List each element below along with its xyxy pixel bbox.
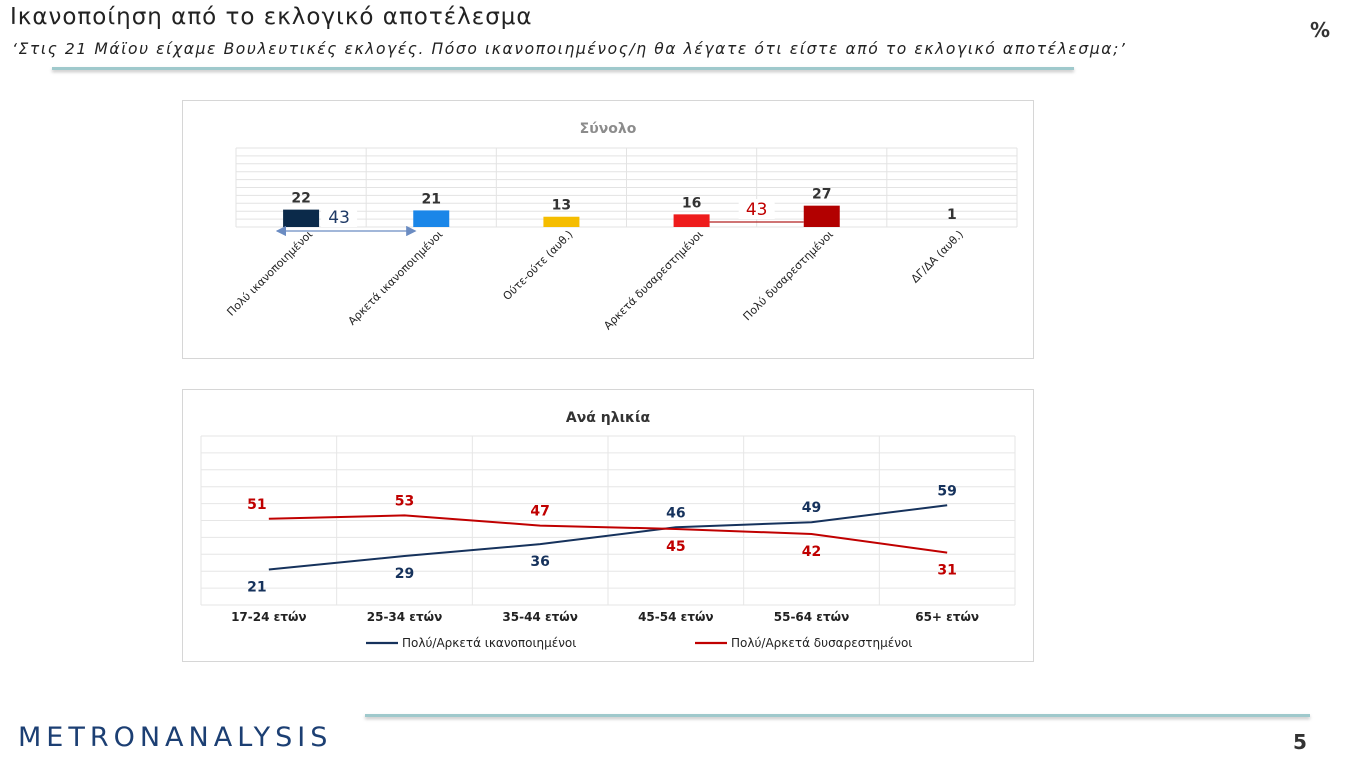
- data-label: 42: [802, 544, 821, 560]
- bar: [413, 210, 450, 227]
- unit-label: %: [1310, 18, 1331, 42]
- legend-label: Πολύ/Αρκετά δυσαρεστημένοι: [731, 636, 912, 650]
- bar-value-label: 16: [682, 195, 701, 211]
- satisfied-sum-label: 43: [328, 208, 350, 228]
- category-label: Πολύ δυσαρεστημένοι: [741, 228, 836, 323]
- page-subtitle: ‘Στις 21 Μάϊου είχαμε Βουλευτικές εκλογέ…: [12, 40, 1127, 58]
- series-line-1: [268, 504, 948, 571]
- bar-value-label: 21: [422, 191, 441, 207]
- category-label: Πολύ ικανοποιημένοι: [224, 228, 315, 319]
- bar: [803, 205, 840, 227]
- data-label: 53: [395, 493, 414, 509]
- chart-title: Σύνολο: [580, 121, 637, 137]
- title-divider: [52, 67, 1074, 70]
- bar-value-label: 27: [812, 187, 831, 203]
- bar-value-label: 13: [552, 198, 571, 214]
- series-line-2: [268, 514, 948, 554]
- x-tick-label: 17-24 ετών: [231, 610, 306, 624]
- x-tick-label: 55-64 ετών: [774, 610, 850, 624]
- category-label: ΔΓ/ΔΑ (αυθ.): [909, 228, 967, 286]
- data-label: 21: [247, 580, 266, 596]
- x-tick-label: 35-44 ετών: [502, 610, 577, 624]
- bar-value-label: 22: [291, 191, 310, 207]
- data-label: 31: [937, 563, 956, 579]
- chart-title: Ανά ηλικία: [566, 410, 651, 426]
- data-label: 45: [666, 539, 685, 555]
- total-bar-chart: Σύνολο 22 Πολύ ικανοποιημένοι 21 Αρκετά ικαν…: [182, 100, 1034, 359]
- satisfied-sum-bg: [321, 205, 358, 227]
- page-title: Ικανοποίηση από το εκλογικό αποτέλεσμα: [10, 4, 533, 30]
- footer-divider: [365, 714, 1310, 717]
- x-tick-label: 25-34 ετών: [367, 610, 443, 624]
- bar: [283, 209, 320, 227]
- data-label: 47: [530, 504, 549, 520]
- dissatisfied-sum-bg: [738, 199, 775, 219]
- legend-label: Πολύ/Αρκετά ικανοποιημένοι: [402, 636, 576, 650]
- data-label: 29: [395, 566, 414, 582]
- category-label: Αρκετά ικανοποιημένοι: [346, 228, 446, 328]
- data-label: 46: [666, 505, 685, 521]
- data-label: 36: [530, 554, 549, 570]
- bar-value-label: 1: [947, 207, 957, 223]
- brand-logo: METRONANALYSIS: [18, 722, 333, 753]
- data-label: 59: [937, 483, 956, 499]
- category-label: Ούτε-ούτε (αυθ.): [500, 228, 575, 303]
- bar: [673, 214, 710, 227]
- category-label: Αρκετά δυσαρεστημένοι: [601, 228, 706, 333]
- data-label: 49: [802, 500, 821, 516]
- age-line-chart-svg: Ανά ηλικία 17-24 ετών 25-34 ετών 35-44 ετών…: [200, 410, 1016, 650]
- bar: [543, 216, 580, 227]
- age-line-chart: Ανά ηλικία 17-24 ετών 25-34 ετών 35-44 ετών…: [182, 389, 1034, 662]
- x-tick-label: 65+ ετών: [915, 610, 979, 624]
- dissatisfied-sum-label: 43: [746, 200, 768, 220]
- x-tick-label: 45-54 ετών: [638, 610, 714, 624]
- page-number: 5: [1293, 730, 1307, 754]
- data-label: 51: [247, 497, 266, 513]
- total-bar-chart-svg: Σύνολο 22 Πολύ ικανοποιημένοι 21 Αρκετά ικαν…: [224, 121, 1018, 333]
